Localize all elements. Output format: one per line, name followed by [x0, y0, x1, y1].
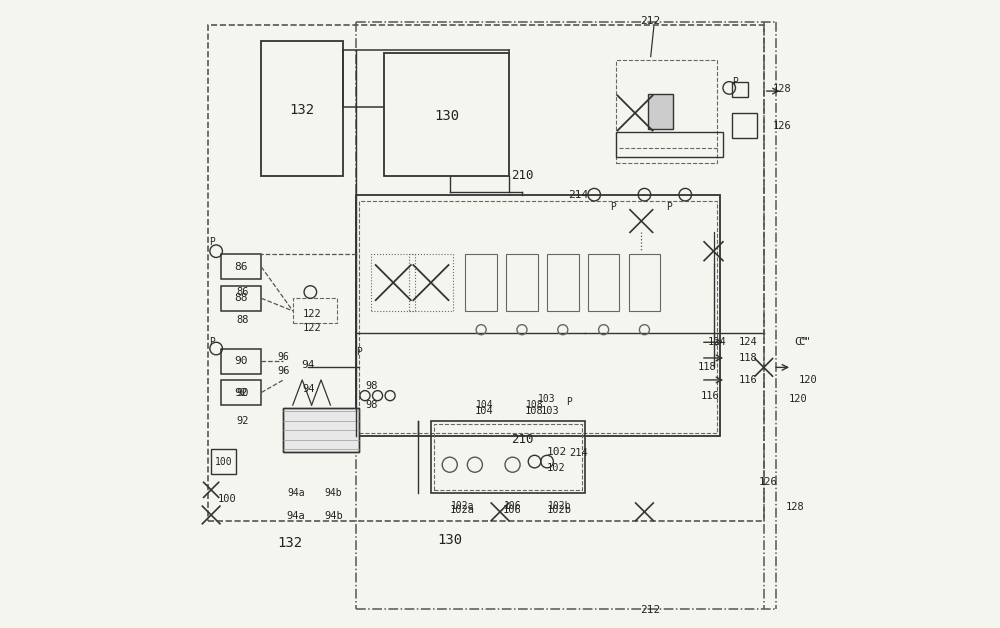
Text: 94b: 94b	[325, 488, 342, 498]
Text: 102: 102	[546, 447, 567, 457]
Text: 103: 103	[538, 394, 556, 404]
Text: 86: 86	[235, 262, 248, 272]
Text: 108: 108	[526, 400, 543, 410]
Text: 128: 128	[773, 84, 792, 94]
Text: 126: 126	[759, 477, 777, 487]
Text: 104: 104	[475, 406, 494, 416]
Text: 120: 120	[789, 394, 808, 404]
Text: P: P	[209, 337, 215, 347]
Text: P: P	[566, 397, 572, 407]
Text: 106: 106	[504, 501, 521, 511]
Text: P: P	[610, 202, 616, 212]
Text: 102a: 102a	[451, 501, 474, 511]
Text: 102: 102	[547, 463, 566, 473]
Text: 116: 116	[739, 375, 757, 385]
Text: 94b: 94b	[324, 511, 343, 521]
Text: 118: 118	[698, 362, 717, 372]
Text: C": C"	[798, 337, 811, 347]
Text: 94a: 94a	[287, 488, 305, 498]
Text: 122: 122	[302, 309, 321, 319]
Text: P: P	[667, 202, 672, 212]
Text: 98: 98	[365, 381, 378, 391]
Text: 88: 88	[235, 293, 248, 303]
Text: 90: 90	[236, 387, 249, 398]
Text: 212: 212	[641, 605, 661, 615]
Text: 102b: 102b	[548, 501, 571, 511]
Text: 102a: 102a	[450, 505, 475, 515]
Text: 108: 108	[525, 406, 544, 416]
Text: C": C"	[795, 337, 808, 347]
Text: 106: 106	[503, 505, 522, 515]
Text: 92: 92	[235, 387, 248, 398]
Text: 214: 214	[568, 190, 589, 200]
Text: 90: 90	[235, 356, 248, 366]
Text: 92: 92	[236, 416, 249, 426]
Text: 124: 124	[707, 337, 726, 347]
Text: 122: 122	[302, 323, 321, 333]
Text: 210: 210	[511, 433, 533, 446]
Text: 104: 104	[475, 400, 493, 410]
Text: 120: 120	[798, 375, 817, 385]
Text: 126: 126	[773, 121, 792, 131]
Text: 214: 214	[569, 448, 588, 458]
Text: 132: 132	[290, 103, 315, 117]
Text: 102b: 102b	[547, 505, 572, 515]
Text: P: P	[733, 77, 738, 87]
Text: 96: 96	[277, 365, 290, 376]
Text: 210: 210	[511, 170, 533, 182]
Text: 98: 98	[365, 400, 378, 410]
Text: P: P	[356, 347, 362, 357]
FancyBboxPatch shape	[648, 94, 673, 129]
Text: 94: 94	[302, 360, 315, 371]
Text: 130: 130	[434, 109, 459, 123]
FancyBboxPatch shape	[283, 408, 359, 452]
Text: 116: 116	[701, 391, 720, 401]
Text: 94a: 94a	[287, 511, 305, 521]
Text: 212: 212	[641, 16, 661, 26]
Text: 100: 100	[217, 494, 236, 504]
Text: 130: 130	[437, 533, 462, 547]
Text: P: P	[209, 237, 215, 247]
Text: 128: 128	[786, 502, 804, 512]
Text: 118: 118	[739, 353, 757, 363]
Text: 124: 124	[739, 337, 757, 347]
Text: 88: 88	[236, 315, 249, 325]
Text: 94: 94	[302, 384, 315, 394]
Text: 103: 103	[541, 406, 560, 416]
Text: 100: 100	[215, 457, 232, 467]
Text: 86: 86	[236, 287, 249, 297]
Text: 132: 132	[277, 536, 302, 550]
Text: 96: 96	[277, 352, 289, 362]
